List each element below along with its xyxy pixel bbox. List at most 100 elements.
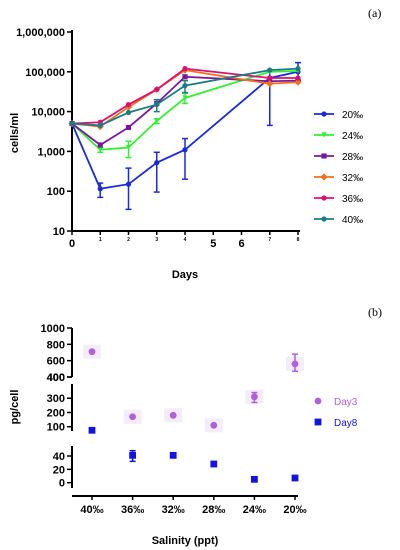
- x-tick-label: 40‰: [80, 504, 103, 516]
- y-tick-label: 200: [47, 407, 65, 419]
- legend-marker: [314, 397, 322, 405]
- x-tick-label: 2: [127, 237, 130, 243]
- x-tick-label: 7: [268, 237, 271, 243]
- y-tick-label: 300: [47, 393, 65, 405]
- data-point: [125, 181, 132, 187]
- legend-label: 32‰: [342, 173, 363, 184]
- x-tick-label: 1: [99, 237, 102, 243]
- legend-marker: [320, 173, 328, 181]
- data-point: [97, 142, 103, 148]
- x-tick-label: 32‰: [162, 504, 185, 516]
- x-tick-label: 6: [238, 238, 244, 250]
- legend-marker: [321, 216, 327, 222]
- legend-marker: [321, 153, 327, 159]
- legend-label: Day8: [334, 418, 358, 429]
- y-tick-label: 400: [47, 372, 65, 384]
- y-tick-label: 600: [47, 356, 65, 368]
- y-tick-label: 100: [47, 186, 65, 198]
- error-bar: [182, 137, 188, 180]
- legend-label: Day3: [334, 397, 358, 408]
- data-point: [182, 74, 188, 80]
- data-point: [154, 101, 160, 108]
- legend-label: 28‰: [342, 152, 363, 163]
- legend-marker: [314, 418, 322, 426]
- panel-b-label: (b): [368, 305, 382, 319]
- legend-label: 20‰: [342, 110, 363, 121]
- data-point: [210, 421, 218, 429]
- y-axis-title: cells/ml: [9, 113, 21, 153]
- x-tick-label: 0: [69, 238, 75, 250]
- growth-line-chart: 10 100 1,000 10,000 100,000 1,000,000 0 1 2 3 4 5 6 7…: [9, 27, 363, 281]
- y-tick-label: 800: [47, 339, 65, 351]
- x-axis-title: Days: [172, 269, 198, 281]
- legend-label: 36‰: [342, 194, 363, 205]
- data-point: [267, 75, 273, 81]
- data-point: [169, 451, 177, 459]
- data-point: [291, 474, 299, 482]
- data-point: [97, 186, 103, 192]
- y-tick-label: 400: [47, 372, 65, 384]
- x-tick-label: 36‰: [121, 504, 144, 516]
- y-tick-label: 10,000: [31, 107, 65, 119]
- data-point: [129, 413, 137, 421]
- legend-marker: [321, 111, 327, 117]
- y-tick-label: 40: [53, 451, 65, 463]
- data-point: [295, 75, 301, 81]
- data-point: [154, 118, 160, 124]
- data-point: [182, 147, 188, 153]
- legend-label: 24‰: [342, 131, 363, 142]
- x-tick-label: 28‰: [202, 504, 225, 516]
- series-0: [83, 344, 304, 433]
- data-point: [251, 475, 258, 483]
- data-point: [154, 86, 160, 93]
- data-point: [88, 348, 96, 356]
- data-point: [169, 411, 177, 419]
- series-5: [69, 66, 301, 129]
- y-tick-label: 20: [53, 464, 65, 476]
- x-tick-label: 4: [184, 237, 187, 243]
- data-point: [69, 120, 75, 127]
- data-point: [295, 66, 301, 72]
- error-bar: [125, 167, 132, 211]
- error-bar: [153, 151, 160, 193]
- y-tick-label: 10: [53, 226, 65, 238]
- data-point: [125, 109, 132, 116]
- legend-marker: [321, 132, 327, 138]
- y-axis-title: pg/cell: [9, 390, 21, 425]
- data-point: [210, 460, 218, 468]
- y-tick-label: 1000: [41, 323, 65, 335]
- legend-marker: [321, 195, 327, 201]
- x-tick-label: 5: [210, 238, 216, 250]
- data-point: [251, 393, 258, 401]
- data-point: [88, 426, 96, 434]
- data-point: [129, 451, 136, 459]
- y-tick-label: 0: [59, 478, 65, 490]
- x-tick-label: 3: [155, 237, 158, 243]
- data-point: [266, 80, 274, 88]
- legend-label: 40‰: [342, 215, 363, 226]
- y-tick-label: 100,000: [25, 67, 65, 79]
- panel-a-label: (a): [368, 6, 381, 20]
- y-tick-label: 1,000: [37, 146, 65, 158]
- data-point: [267, 67, 273, 73]
- data-point: [97, 147, 103, 153]
- series-1: [88, 426, 299, 483]
- x-tick-label: 20‰: [283, 504, 306, 516]
- data-point: [182, 83, 188, 89]
- data-point: [182, 95, 188, 101]
- data-point: [154, 160, 160, 166]
- y-tick-label: 100: [47, 422, 65, 434]
- x-axis-title: Salinity (ppt): [152, 535, 219, 547]
- data-point: [125, 124, 132, 131]
- data-point: [294, 78, 302, 86]
- data-point: [182, 66, 188, 72]
- data-point: [291, 360, 299, 368]
- data-point: [97, 122, 103, 129]
- data-point: [125, 144, 132, 151]
- x-tick-label: 8: [297, 237, 300, 243]
- y-tick-label: 1,000,000: [16, 27, 65, 39]
- x-tick-label: 24‰: [243, 504, 266, 516]
- data-point: [125, 101, 132, 108]
